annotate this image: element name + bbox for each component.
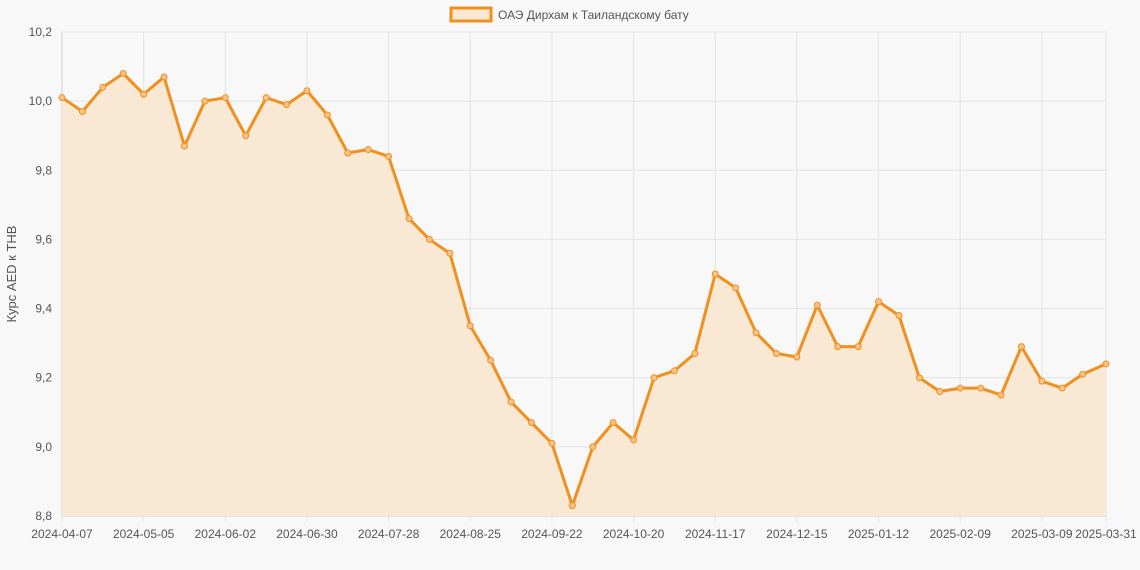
y-tick-label: 9,2 bbox=[35, 371, 52, 385]
legend-swatch bbox=[449, 6, 493, 23]
legend-label: ОАЭ Дирхам к Таиландскому бату bbox=[498, 8, 689, 22]
data-point[interactable] bbox=[793, 353, 801, 361]
data-point[interactable] bbox=[834, 343, 842, 351]
data-point[interactable] bbox=[813, 301, 821, 309]
x-tick-label: 2025-02-09 bbox=[929, 527, 991, 541]
data-point[interactable] bbox=[425, 235, 433, 243]
data-point[interactable] bbox=[303, 87, 311, 95]
y-tick-label: 9,4 bbox=[35, 302, 52, 316]
data-point[interactable] bbox=[78, 108, 86, 116]
x-tick-label: 2024-07-28 bbox=[358, 527, 420, 541]
y-axis-ticks: 8,8 9,0 9,2 9,4 9,6 9,8 10,0 10,2 bbox=[29, 25, 53, 523]
x-tick-label: 2025-03-31 bbox=[1075, 527, 1137, 541]
data-point[interactable] bbox=[936, 388, 944, 396]
y-axis-title: Курс AED к THB bbox=[4, 226, 19, 323]
x-tick-label: 2024-06-02 bbox=[195, 527, 257, 541]
x-tick-label: 2025-01-12 bbox=[848, 527, 910, 541]
data-points-layer bbox=[58, 69, 1110, 510]
data-point[interactable] bbox=[732, 284, 740, 292]
data-point[interactable] bbox=[487, 356, 495, 364]
data-point[interactable] bbox=[1017, 343, 1025, 351]
x-tick-label: 2024-11-17 bbox=[685, 527, 746, 541]
data-point[interactable] bbox=[609, 419, 617, 427]
data-point[interactable] bbox=[1102, 360, 1110, 368]
data-point[interactable] bbox=[58, 94, 66, 102]
data-point[interactable] bbox=[1058, 384, 1066, 392]
data-point[interactable] bbox=[1079, 370, 1087, 378]
x-tick-label: 2025-03-09 bbox=[1011, 527, 1073, 541]
data-point[interactable] bbox=[262, 94, 270, 102]
x-tick-label: 2024-04-07 bbox=[31, 527, 93, 541]
data-point[interactable] bbox=[466, 322, 474, 330]
series-line-layer bbox=[61, 71, 1107, 508]
data-point[interactable] bbox=[895, 311, 903, 319]
y-tick-label: 9,6 bbox=[35, 232, 52, 246]
x-tick-label: 2024-05-05 bbox=[113, 527, 175, 541]
data-point[interactable] bbox=[364, 146, 372, 154]
data-point[interactable] bbox=[180, 142, 188, 150]
series-area-fill bbox=[62, 73, 1106, 517]
data-point[interactable] bbox=[242, 132, 250, 140]
data-point[interactable] bbox=[221, 94, 229, 102]
x-tick-label: 2024-09-22 bbox=[521, 527, 583, 541]
data-point[interactable] bbox=[507, 398, 515, 406]
data-point[interactable] bbox=[589, 443, 597, 451]
data-point[interactable] bbox=[283, 101, 291, 109]
x-tick-label: 2024-12-15 bbox=[766, 527, 828, 541]
data-point[interactable] bbox=[119, 69, 127, 77]
area-fill-layer bbox=[62, 73, 1106, 517]
y-tick-label: 10,2 bbox=[29, 25, 53, 39]
data-point[interactable] bbox=[854, 343, 862, 351]
data-point[interactable] bbox=[405, 215, 413, 223]
x-tick-label: 2024-06-30 bbox=[276, 527, 338, 541]
data-point[interactable] bbox=[1038, 377, 1046, 385]
data-point[interactable] bbox=[875, 298, 883, 306]
x-tick-label: 2024-08-25 bbox=[440, 527, 502, 541]
data-point[interactable] bbox=[997, 391, 1005, 399]
data-point[interactable] bbox=[385, 152, 393, 160]
data-point[interactable] bbox=[446, 249, 454, 257]
data-point[interactable] bbox=[977, 384, 985, 392]
data-point[interactable] bbox=[670, 367, 678, 375]
data-point[interactable] bbox=[201, 97, 209, 105]
data-point[interactable] bbox=[915, 374, 923, 382]
data-point[interactable] bbox=[548, 439, 556, 447]
data-point[interactable] bbox=[711, 270, 719, 278]
series-line bbox=[61, 71, 1107, 508]
data-point[interactable] bbox=[344, 149, 352, 157]
data-point[interactable] bbox=[752, 329, 760, 337]
y-tick-label: 10,0 bbox=[29, 94, 53, 108]
data-point[interactable] bbox=[528, 419, 536, 427]
data-point[interactable] bbox=[630, 436, 638, 444]
x-axis-ticks: 2024-04-07 2024-05-05 2024-06-02 2024-06-30… bbox=[31, 527, 1137, 541]
y-tick-label: 9,0 bbox=[35, 440, 52, 454]
legend[interactable]: ОАЭ Дирхам к Таиландскому бату bbox=[449, 6, 689, 23]
y-tick-label: 8,8 bbox=[35, 509, 52, 523]
data-point[interactable] bbox=[160, 73, 168, 81]
data-point[interactable] bbox=[691, 350, 699, 358]
data-point[interactable] bbox=[140, 90, 148, 98]
data-point[interactable] bbox=[650, 374, 658, 382]
x-tick-label: 2024-10-20 bbox=[603, 527, 665, 541]
y-tick-label: 9,8 bbox=[35, 163, 52, 177]
data-point[interactable] bbox=[323, 111, 331, 119]
data-point[interactable] bbox=[956, 384, 964, 392]
data-point[interactable] bbox=[772, 350, 780, 358]
data-point[interactable] bbox=[568, 502, 576, 510]
data-point[interactable] bbox=[99, 83, 107, 91]
